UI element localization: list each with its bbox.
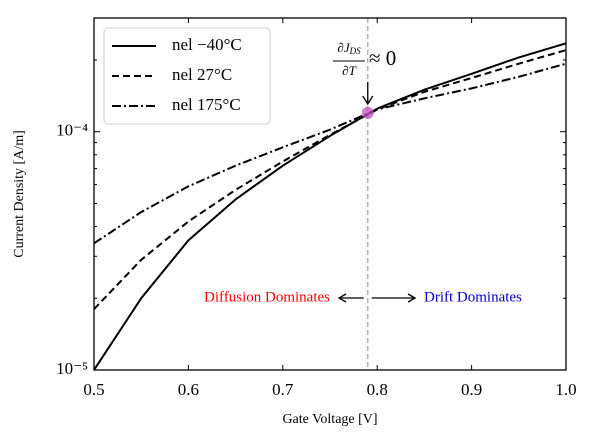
y-axis-label: Current Density [A/m]	[12, 130, 27, 258]
annotation-numerator: ∂JDS	[337, 40, 361, 56]
legend: nel −40°C nel 27°C nel 175°C	[103, 27, 271, 125]
crossover-marker	[361, 106, 374, 119]
series-line	[94, 62, 566, 245]
region-arrowhead	[337, 293, 347, 303]
annotation-arrowhead	[362, 95, 374, 106]
annotation-relation: ≈ 0	[369, 46, 396, 70]
y-tick-label: 10⁻⁵	[56, 359, 88, 378]
legend-label: nel 27°C	[172, 65, 232, 84]
legend-label: nel 175°C	[172, 95, 241, 114]
series-line	[94, 42, 566, 370]
x-tick-label: 0.8	[367, 380, 388, 399]
annotation-denominator: ∂T	[342, 63, 356, 78]
legend-label: nel −40°C	[172, 35, 242, 54]
x-tick-label: 0.9	[461, 380, 482, 399]
region-label: Drift Dominates	[424, 289, 522, 305]
annotation-text: ∂J	[337, 40, 350, 55]
annotation-subscript: DS	[349, 46, 361, 56]
series-line	[94, 49, 566, 310]
legend-box	[103, 27, 271, 125]
region-arrowhead	[407, 293, 417, 303]
x-axis-label: Gate Voltage [V]	[282, 412, 377, 427]
x-tick-label: 0.5	[83, 380, 104, 399]
x-tick-label: 0.6	[178, 380, 199, 399]
plot-frame	[93, 17, 567, 371]
y-tick-label: 10⁻⁴	[56, 121, 88, 140]
region-label: Diffusion Dominates	[204, 289, 330, 305]
x-tick-label: 1.0	[555, 380, 576, 399]
x-tick-label: 0.7	[272, 380, 294, 399]
